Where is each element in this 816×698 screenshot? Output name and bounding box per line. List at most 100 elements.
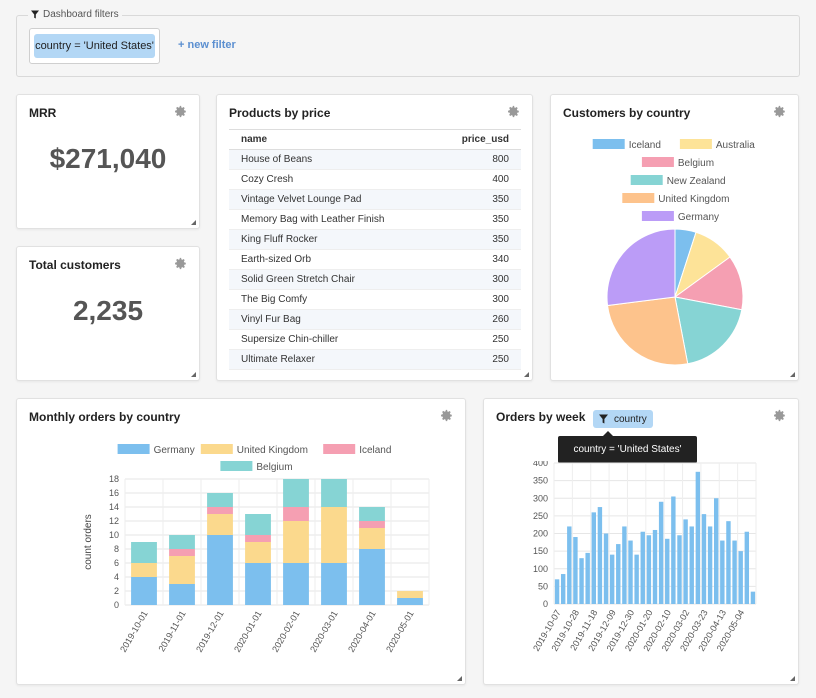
table-row[interactable]: House of Beans 800 bbox=[229, 150, 521, 170]
bar-segment[interactable] bbox=[283, 563, 309, 605]
weekly-bar[interactable] bbox=[707, 526, 713, 604]
pie-slice-belgium[interactable] bbox=[673, 256, 744, 311]
orders-by-week-title: Orders by week bbox=[496, 410, 586, 424]
table-row[interactable]: King Fluff Rocker 350 bbox=[229, 230, 521, 250]
weekly-bar[interactable] bbox=[573, 537, 578, 604]
pie-slice-united-kingdom[interactable] bbox=[606, 296, 689, 366]
gear-icon[interactable] bbox=[507, 105, 520, 118]
bar-segment[interactable] bbox=[283, 479, 309, 507]
weekly-bar[interactable] bbox=[714, 498, 719, 604]
weekly-bar[interactable] bbox=[689, 526, 694, 604]
bar-segment[interactable] bbox=[245, 535, 271, 542]
bar-segment[interactable] bbox=[397, 591, 423, 598]
gear-icon[interactable] bbox=[174, 105, 187, 118]
bar-segment[interactable] bbox=[245, 563, 271, 605]
weekly-bar[interactable] bbox=[597, 507, 603, 604]
weekly-bar[interactable] bbox=[560, 574, 566, 604]
weekly-bar[interactable] bbox=[732, 540, 737, 604]
x-tick-label: 2019-10-01 bbox=[118, 609, 150, 654]
weekly-bar[interactable] bbox=[622, 526, 627, 604]
y-tick-label: 150 bbox=[533, 546, 548, 556]
table-row[interactable]: Vintage Velvet Lounge Pad 350 bbox=[229, 190, 521, 210]
weekly-bar[interactable] bbox=[665, 538, 670, 604]
table-row[interactable]: Supersize Chin-chiller 250 bbox=[229, 330, 521, 350]
weekly-bar[interactable] bbox=[677, 535, 682, 604]
weekly-bar[interactable] bbox=[720, 540, 725, 604]
gear-icon[interactable] bbox=[773, 105, 786, 118]
weekly-bar[interactable] bbox=[744, 531, 750, 604]
weekly-bar[interactable] bbox=[634, 554, 639, 604]
weekly-bar[interactable] bbox=[609, 554, 615, 604]
bar-segment[interactable] bbox=[131, 577, 157, 605]
bar-segment[interactable] bbox=[359, 521, 385, 528]
pie-slice-new-zealand[interactable] bbox=[674, 296, 743, 365]
bar-segment[interactable] bbox=[245, 514, 271, 535]
table-row[interactable]: Ultimate Relaxer 250 bbox=[229, 350, 521, 370]
total-customers-card: Total customers 2,235 bbox=[16, 246, 200, 381]
bar-segment[interactable] bbox=[397, 598, 423, 605]
table-row[interactable]: Cozy Cresh 400 bbox=[229, 170, 521, 190]
bar-segment[interactable] bbox=[359, 549, 385, 605]
y-tick-label: 400 bbox=[533, 461, 548, 468]
resize-handle[interactable] bbox=[790, 676, 795, 681]
weekly-bar[interactable] bbox=[726, 521, 731, 604]
weekly-bar[interactable] bbox=[616, 544, 621, 604]
bar-segment[interactable] bbox=[169, 556, 195, 584]
gear-icon[interactable] bbox=[174, 257, 187, 270]
resize-handle[interactable] bbox=[524, 372, 529, 377]
weekly-bar[interactable] bbox=[554, 579, 560, 604]
table-row[interactable]: Earth-sized Orb 340 bbox=[229, 250, 521, 270]
bar-segment[interactable] bbox=[207, 507, 233, 514]
gear-icon[interactable] bbox=[440, 409, 453, 422]
weekly-bar[interactable] bbox=[671, 496, 676, 604]
weekly-bar[interactable] bbox=[652, 529, 658, 604]
country-filter-pill[interactable]: country bbox=[593, 410, 653, 428]
weekly-bar[interactable] bbox=[695, 471, 701, 604]
bar-segment[interactable] bbox=[207, 493, 233, 507]
weekly-bar[interactable] bbox=[646, 535, 652, 604]
weekly-bar[interactable] bbox=[567, 526, 572, 604]
bar-segment[interactable] bbox=[131, 563, 157, 577]
weekly-bar[interactable] bbox=[579, 558, 584, 604]
gear-icon[interactable] bbox=[773, 409, 786, 422]
column-header-price[interactable]: price_usd bbox=[461, 134, 509, 145]
weekly-bar[interactable] bbox=[701, 514, 707, 604]
weekly-bar[interactable] bbox=[591, 512, 596, 604]
product-price-cell: 300 bbox=[492, 294, 509, 305]
bar-segment[interactable] bbox=[321, 479, 347, 507]
weekly-bar[interactable] bbox=[738, 551, 743, 604]
table-row[interactable]: Vinyl Fur Bag 260 bbox=[229, 310, 521, 330]
weekly-bar[interactable] bbox=[628, 540, 633, 604]
bar-segment[interactable] bbox=[207, 514, 233, 535]
table-row[interactable]: Memory Bag with Leather Finish 350 bbox=[229, 210, 521, 230]
bar-segment[interactable] bbox=[359, 528, 385, 549]
bar-segment[interactable] bbox=[169, 535, 195, 549]
bar-segment[interactable] bbox=[359, 507, 385, 521]
bar-segment[interactable] bbox=[321, 507, 347, 563]
weekly-bar[interactable] bbox=[603, 533, 609, 605]
weekly-bar[interactable] bbox=[585, 552, 590, 604]
bar-segment[interactable] bbox=[207, 535, 233, 605]
product-price-cell: 260 bbox=[492, 314, 509, 325]
country-filter-chip[interactable]: country = 'United States' bbox=[34, 34, 155, 58]
weekly-bar[interactable] bbox=[658, 501, 664, 604]
resize-handle[interactable] bbox=[790, 372, 795, 377]
bar-segment[interactable] bbox=[169, 549, 195, 556]
weekly-bar[interactable] bbox=[640, 531, 645, 604]
column-header-name[interactable]: name bbox=[241, 134, 268, 145]
weekly-bar[interactable] bbox=[750, 591, 756, 604]
table-row[interactable]: The Big Comfy 300 bbox=[229, 290, 521, 310]
bar-segment[interactable] bbox=[131, 542, 157, 563]
bar-segment[interactable] bbox=[283, 521, 309, 563]
weekly-bar[interactable] bbox=[683, 519, 688, 604]
resize-handle[interactable] bbox=[191, 372, 196, 377]
resize-handle[interactable] bbox=[457, 676, 462, 681]
pie-slice-germany[interactable] bbox=[606, 228, 676, 307]
bar-segment[interactable] bbox=[245, 542, 271, 563]
resize-handle[interactable] bbox=[191, 220, 196, 225]
new-filter-link[interactable]: + new filter bbox=[178, 39, 236, 51]
bar-segment[interactable] bbox=[283, 507, 309, 521]
bar-segment[interactable] bbox=[169, 584, 195, 605]
bar-segment[interactable] bbox=[321, 563, 347, 605]
table-row[interactable]: Solid Green Stretch Chair 300 bbox=[229, 270, 521, 290]
